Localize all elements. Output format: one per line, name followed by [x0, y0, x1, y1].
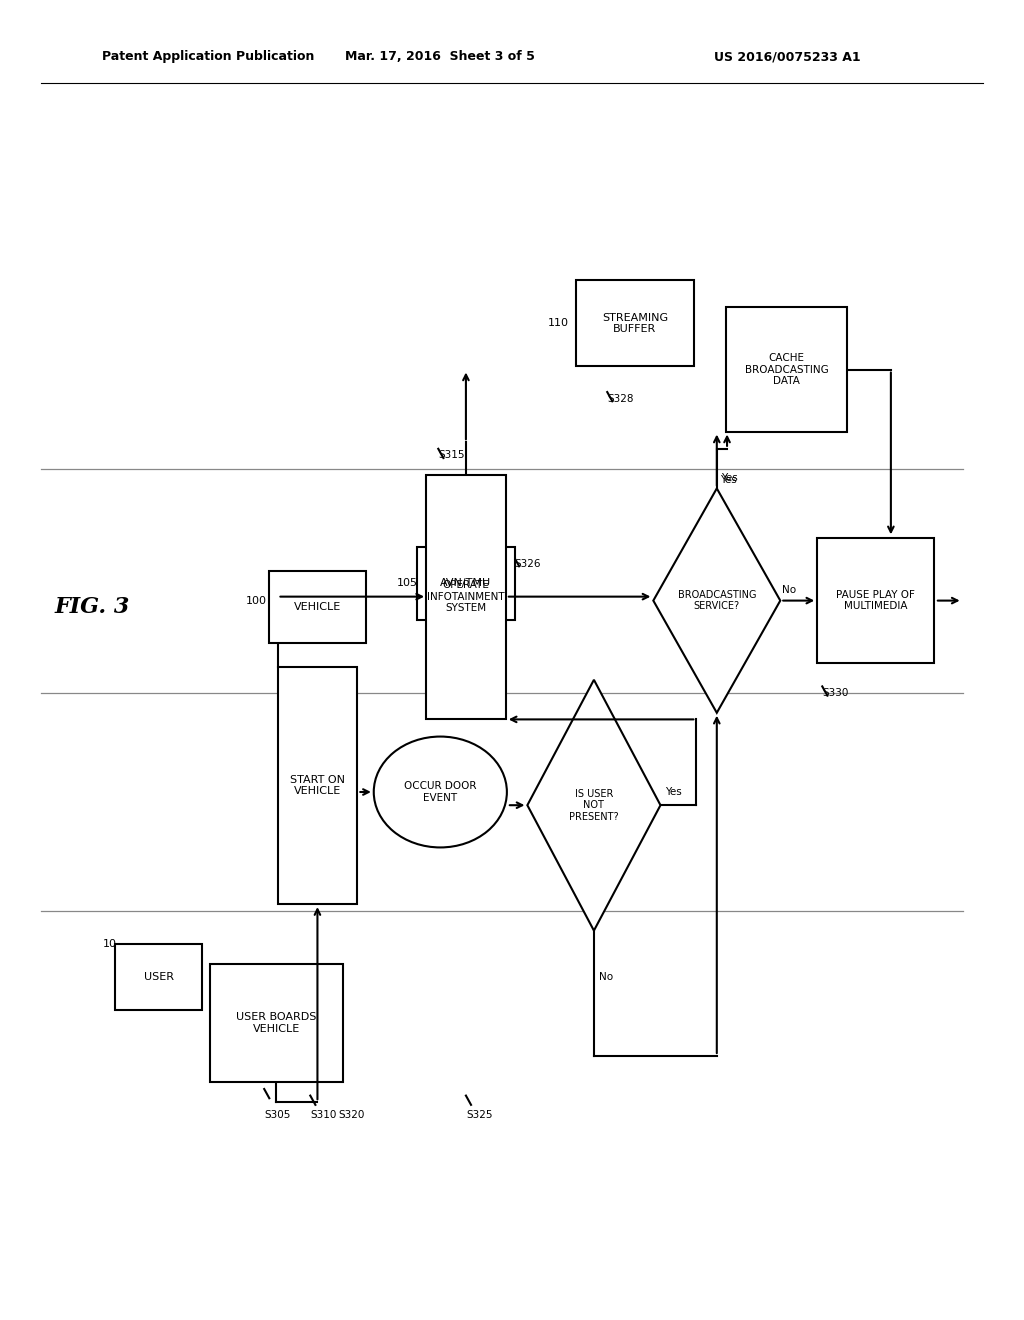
Text: S320: S320	[338, 1110, 365, 1121]
Text: 100: 100	[246, 595, 267, 606]
Text: CACHE
BROADCASTING
DATA: CACHE BROADCASTING DATA	[744, 352, 828, 387]
Text: USER BOARDS
VEHICLE: USER BOARDS VEHICLE	[237, 1012, 316, 1034]
FancyBboxPatch shape	[268, 570, 367, 643]
FancyBboxPatch shape	[817, 539, 934, 663]
Text: BROADCASTING
SERVICE?: BROADCASTING SERVICE?	[678, 590, 756, 611]
Text: Yes: Yes	[720, 475, 736, 486]
Text: STREAMING
BUFFER: STREAMING BUFFER	[602, 313, 668, 334]
FancyBboxPatch shape	[278, 667, 357, 904]
Text: Yes: Yes	[721, 473, 737, 483]
Text: FIG. 3: FIG. 3	[54, 597, 130, 618]
Text: USER: USER	[143, 972, 174, 982]
Polygon shape	[653, 488, 780, 713]
Ellipse shape	[374, 737, 507, 847]
Text: AVN/TMU: AVN/TMU	[440, 578, 492, 589]
Text: S330: S330	[822, 688, 849, 698]
Text: S325: S325	[466, 1110, 493, 1121]
Text: S326: S326	[514, 558, 541, 569]
Text: Yes: Yes	[665, 787, 681, 797]
Text: S305: S305	[264, 1110, 291, 1121]
Text: OPERATE
INFOTAINMENT
SYSTEM: OPERATE INFOTAINMENT SYSTEM	[427, 579, 505, 614]
FancyBboxPatch shape	[115, 944, 203, 1010]
FancyBboxPatch shape	[426, 474, 506, 718]
Text: 10: 10	[102, 939, 117, 949]
Text: OCCUR DOOR
EVENT: OCCUR DOOR EVENT	[404, 781, 476, 803]
Text: S310: S310	[310, 1110, 337, 1121]
Polygon shape	[527, 680, 660, 931]
Text: IS USER
NOT
PRESENT?: IS USER NOT PRESENT?	[569, 788, 618, 822]
FancyBboxPatch shape	[726, 308, 847, 433]
Text: PAUSE PLAY OF
MULTIMEDIA: PAUSE PLAY OF MULTIMEDIA	[836, 590, 915, 611]
Text: Mar. 17, 2016  Sheet 3 of 5: Mar. 17, 2016 Sheet 3 of 5	[345, 50, 536, 63]
Text: No: No	[782, 585, 797, 595]
Text: Patent Application Publication: Patent Application Publication	[102, 50, 314, 63]
Text: 110: 110	[548, 318, 569, 329]
Text: VEHICLE: VEHICLE	[294, 602, 341, 612]
Text: No: No	[599, 972, 613, 982]
Text: S328: S328	[607, 393, 634, 404]
Text: 105: 105	[397, 578, 419, 589]
Text: START ON
VEHICLE: START ON VEHICLE	[290, 775, 345, 796]
Text: S315: S315	[438, 450, 465, 461]
FancyBboxPatch shape	[575, 280, 694, 366]
FancyBboxPatch shape	[418, 546, 515, 619]
FancyBboxPatch shape	[210, 964, 343, 1082]
Text: US 2016/0075233 A1: US 2016/0075233 A1	[714, 50, 860, 63]
